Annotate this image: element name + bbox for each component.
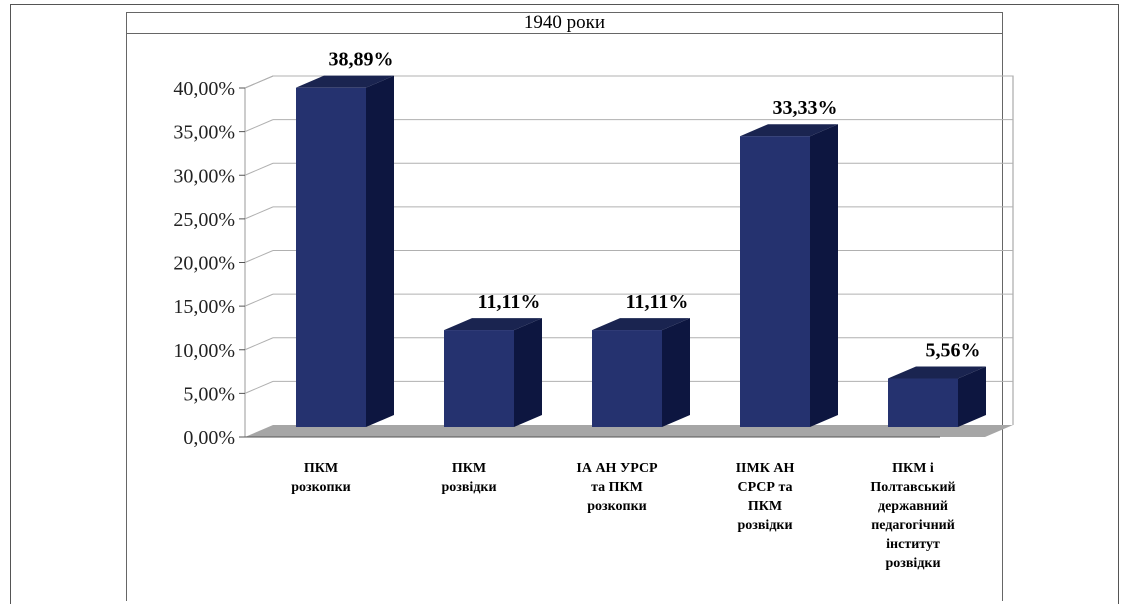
gridline-side bbox=[244, 75, 274, 89]
bars bbox=[296, 75, 986, 428]
bar-front bbox=[444, 330, 514, 427]
gridline-side bbox=[244, 293, 274, 307]
x-tick-label-line: розкопки bbox=[587, 499, 647, 514]
y-tick-label: 20,00% bbox=[173, 253, 235, 275]
data-label: 11,11% bbox=[478, 291, 541, 313]
x-tick-label-line: ПКМ bbox=[304, 461, 338, 476]
x-tick-label: ПКМ розвідки bbox=[441, 461, 496, 495]
gridline-side bbox=[244, 119, 274, 133]
x-tick-label-line: СРСР та bbox=[737, 480, 792, 495]
data-label: 33,33% bbox=[773, 97, 838, 119]
bar bbox=[592, 318, 690, 427]
bar-side bbox=[662, 318, 690, 427]
x-axis-labels: ПКМ розкопки ПКМ розвідки ІА АН УРСР та ПКМ ро… bbox=[291, 461, 955, 571]
y-tick-label: 40,00% bbox=[173, 78, 235, 100]
x-tick-label: ІА АН УРСР та ПКМ розкопки bbox=[576, 461, 658, 514]
x-tick-label-line: ПКМ bbox=[748, 499, 782, 514]
outer-frame bbox=[10, 4, 1119, 604]
y-tick-label: 0,00% bbox=[183, 427, 235, 449]
data-label: 38,89% bbox=[329, 49, 394, 71]
bar-top bbox=[296, 75, 394, 88]
gridline-side bbox=[244, 250, 274, 263]
x-tick-label: ПКМ і Полтавський державний педагогічний інс… bbox=[870, 461, 955, 571]
data-labels: 38,89% 11,11% 11,11% 33,33% 5,56% bbox=[329, 49, 981, 362]
x-tick-label-line: ПКМ і bbox=[892, 461, 934, 476]
bar-top bbox=[592, 318, 690, 331]
gridline-side bbox=[244, 162, 274, 176]
bar-top bbox=[444, 318, 542, 331]
bar-top bbox=[740, 124, 838, 137]
chart-floor bbox=[245, 425, 1013, 437]
gridline-side bbox=[244, 380, 274, 394]
floor bbox=[245, 425, 1013, 437]
x-tick-label-line: розкопки bbox=[291, 480, 351, 495]
x-tick-label: ІІМК АН СРСР та ПКМ розвідки bbox=[736, 461, 795, 533]
x-tick-label: ПКМ розкопки bbox=[291, 461, 351, 495]
chart-title: 1940 роки bbox=[126, 12, 1003, 34]
y-tick-label: 25,00% bbox=[173, 209, 235, 231]
x-tick-label-line: ІА АН УРСР bbox=[576, 461, 658, 476]
bar-side bbox=[958, 366, 986, 427]
bar-side bbox=[514, 318, 542, 427]
y-tick-label: 15,00% bbox=[173, 296, 235, 318]
bar-front bbox=[296, 87, 366, 427]
x-tick-label-line: ПКМ bbox=[452, 461, 486, 476]
x-tick-label-line: та ПКМ bbox=[591, 480, 643, 495]
x-tick-label-line: інститут bbox=[886, 537, 940, 552]
y-tick-label: 35,00% bbox=[173, 122, 235, 144]
bar-top bbox=[888, 366, 986, 379]
x-tick-label-line: педагогічний bbox=[871, 518, 955, 533]
x-tick-label-line: державний bbox=[878, 499, 948, 514]
y-tick-label: 5,00% bbox=[183, 383, 235, 405]
bar-front bbox=[740, 136, 810, 428]
bar-side bbox=[810, 124, 838, 428]
gridline-side bbox=[244, 206, 274, 220]
bar bbox=[444, 318, 542, 427]
bar bbox=[888, 366, 986, 427]
x-tick-label-line: розвідки bbox=[737, 518, 792, 533]
y-tick-label: 10,00% bbox=[173, 340, 235, 362]
x-tick-label-line: ІІМК АН bbox=[736, 461, 795, 476]
bar-front bbox=[888, 378, 958, 427]
x-tick-label-line: Полтавський bbox=[870, 480, 955, 495]
data-label: 11,11% bbox=[626, 291, 689, 313]
x-tick-label-line: розвідки bbox=[885, 556, 940, 571]
x-tick-label-line: розвідки bbox=[441, 480, 496, 495]
bar bbox=[296, 75, 394, 427]
y-axis: 0,00% 5,00% 10,00% 15,00% 20,00% 25,00% 30,00%… bbox=[173, 78, 940, 449]
chart-area bbox=[126, 33, 1003, 601]
data-label: 5,56% bbox=[926, 339, 981, 361]
y-tick-label: 30,00% bbox=[173, 165, 235, 187]
gridline-side bbox=[244, 337, 274, 351]
bar bbox=[740, 124, 838, 428]
bar-side bbox=[366, 75, 394, 427]
bar-front bbox=[592, 330, 662, 427]
